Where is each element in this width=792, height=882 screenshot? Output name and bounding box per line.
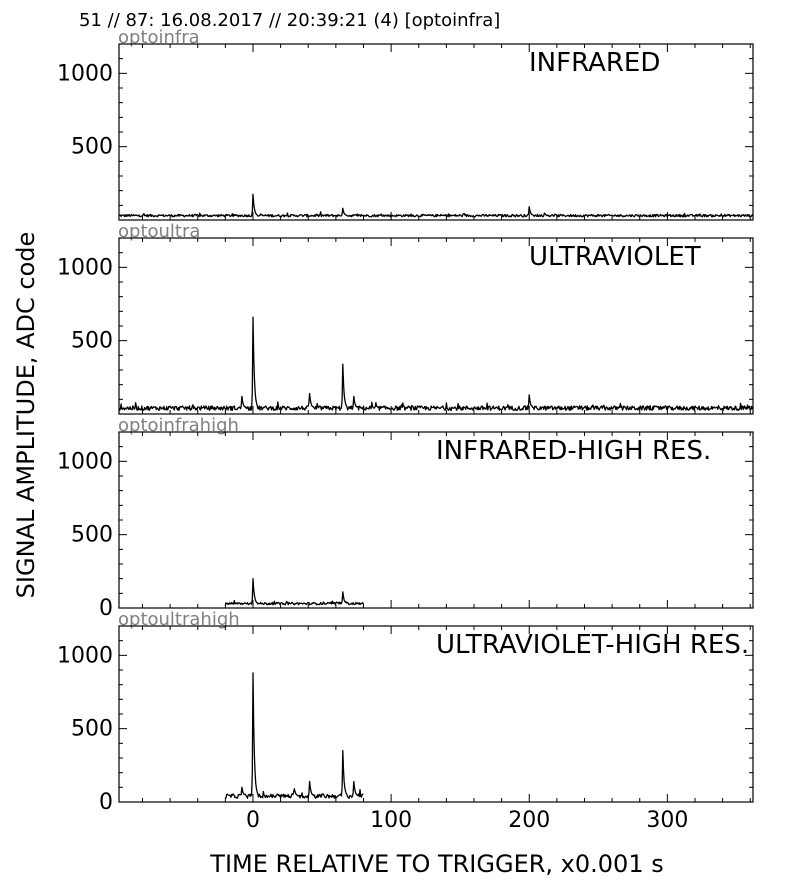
panel-title: INFRARED-HIGH RES. xyxy=(436,436,711,466)
panel-optoinfra: optoinfra INFRARED 500 1000 xyxy=(57,27,754,221)
y-tick-label: 1000 xyxy=(57,61,113,86)
y-tick-label: 1000 xyxy=(57,449,113,474)
x-tick-label: 100 xyxy=(370,808,412,833)
y-tick-label: 500 xyxy=(71,717,113,742)
y-tick-label: 1000 xyxy=(57,643,113,668)
panel-optoinfrahigh: optoinfrahigh INFRARED-HIGH RES. 0 500 1000 xyxy=(57,415,754,621)
x-tick-label: 200 xyxy=(508,808,550,833)
x-tick-label: 0 xyxy=(246,808,260,833)
panel-title: ULTRAVIOLET-HIGH RES. xyxy=(436,630,749,660)
signal-trace xyxy=(224,672,364,799)
signal-trace xyxy=(118,193,754,218)
panel-title: ULTRAVIOLET xyxy=(529,242,701,272)
signal-trace xyxy=(224,578,365,606)
channel-label: optoultra xyxy=(118,221,200,242)
panel-optoultrahigh: optoultrahigh ULTRAVIOLET-HIGH RES. 0 500 10… xyxy=(57,609,754,833)
channel-label: optoinfrahigh xyxy=(118,415,239,436)
signal-trace xyxy=(118,316,754,411)
channel-label: optoinfra xyxy=(118,27,200,48)
x-tick-label: 300 xyxy=(646,808,688,833)
y-tick-label: 0 xyxy=(99,596,113,621)
y-tick-label: 500 xyxy=(71,523,113,548)
y-tick-label: 1000 xyxy=(57,255,113,280)
panels-group: optoinfraINFRARED5001000optoultraULTRAVI… xyxy=(57,27,754,833)
figure-header: 51 // 87: 16.08.2017 // 20:39:21 (4) [op… xyxy=(79,10,500,31)
channel-label: optoultrahigh xyxy=(118,609,240,630)
y-axis-label: SIGNAL AMPLITUDE, ADC code xyxy=(12,232,40,599)
panel-title: INFRARED xyxy=(529,48,660,78)
y-tick-label: 500 xyxy=(71,329,113,354)
panel-optoultra: optoultra ULTRAVIOLET 500 1000 xyxy=(57,221,754,415)
y-tick-label: 500 xyxy=(71,135,113,160)
y-tick-label: 0 xyxy=(99,790,113,815)
x-axis-label: TIME RELATIVE TO TRIGGER, x0.001 s xyxy=(209,850,663,878)
